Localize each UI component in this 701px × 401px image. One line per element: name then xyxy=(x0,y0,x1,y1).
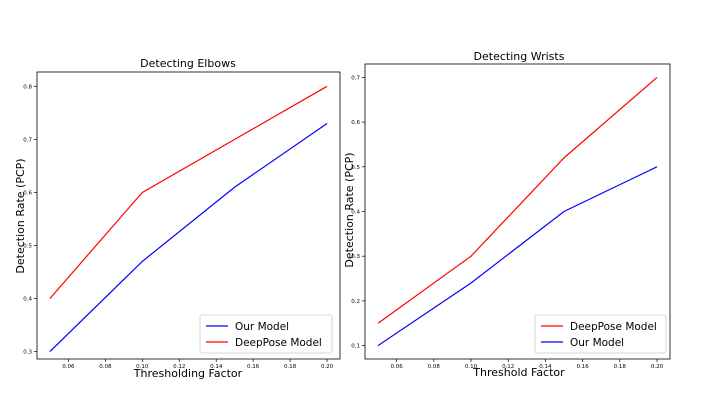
wrists-x-axis-label: Threshold Factor xyxy=(472,366,565,379)
wrists-y-tick-label: 0.4 xyxy=(351,210,360,216)
elbows-x-tick-label: 0.08 xyxy=(99,364,112,370)
wrists-x-tick-label: 0.12 xyxy=(502,364,514,370)
elbows-x-tick-label: 0.10 xyxy=(136,364,149,370)
wrists-y-tick-label: 0.7 xyxy=(351,75,360,81)
elbows-y-tick-label: 0.5 xyxy=(23,243,32,249)
wrists-x-tick-label: 0.18 xyxy=(614,364,627,370)
elbows-chart: Detecting Elbows Thresholding Factor Det… xyxy=(14,57,341,380)
wrists-y-tick-label: 0.6 xyxy=(351,120,360,126)
elbows-legend-box xyxy=(199,314,333,354)
elbows-axes-frame xyxy=(36,71,341,360)
wrists-y-tick-label: 0.2 xyxy=(351,299,360,305)
elbows-x-axis-label: Thresholding Factor xyxy=(133,367,243,380)
wrists-x-tick-label: 0.06 xyxy=(390,364,403,370)
wrists-y-tick-label: 0.5 xyxy=(351,165,360,171)
wrists-x-tick-label: 0.20 xyxy=(651,364,664,370)
elbows-legend-label-our-model: Our Model xyxy=(235,321,289,333)
wrists-y-axis-label: Detection Rate (PCP) xyxy=(343,152,356,267)
wrists-x-tick-label: 0.16 xyxy=(576,364,589,370)
elbows-y-tick-label: 0.4 xyxy=(23,297,32,303)
elbows-legend-label-deeppose-model: DeepPose Model xyxy=(235,337,322,349)
elbows-x-tick-label: 0.14 xyxy=(210,364,223,370)
wrists-chart-title: Detecting Wrists xyxy=(474,50,565,63)
elbows-x-tick-label: 0.16 xyxy=(247,364,260,370)
wrists-plot-area: 0.06 0.08 0.10 0.12 0.14 0.16 0.18 0.20 0.1 0.2 0.… xyxy=(351,63,671,370)
elbows-x-tick-label: 0.12 xyxy=(173,364,185,370)
wrists-y-tick-label: 0.1 xyxy=(351,344,360,350)
elbows-plot-area: 0.06 0.08 0.10 0.12 0.14 0.16 0.18 0.20 0.3 0.4 0.… xyxy=(23,71,341,370)
elbows-x-tick-label: 0.06 xyxy=(62,364,75,370)
elbows-y-axis-label: Detection Rate (PCP) xyxy=(14,158,27,273)
elbows-y-tick-label: 0.7 xyxy=(23,137,32,143)
elbows-x-tick-label: 0.18 xyxy=(284,364,297,370)
elbows-x-tick-label: 0.20 xyxy=(321,364,334,370)
wrists-legend: DeepPose Model Our Model xyxy=(534,314,667,354)
elbows-legend: Our Model DeepPose Model xyxy=(199,314,333,354)
wrists-legend-box xyxy=(534,314,667,354)
wrists-legend-label-our-model: Our Model xyxy=(570,337,624,349)
elbows-series-our-model xyxy=(49,122,328,352)
wrists-series-our-model xyxy=(377,166,658,347)
wrists-legend-label-deeppose-model: DeepPose Model xyxy=(570,321,657,333)
wrists-chart: Detecting Wrists Threshold Factor Detect… xyxy=(343,50,671,379)
elbows-chart-title: Detecting Elbows xyxy=(140,57,236,70)
wrists-x-tick-label: 0.10 xyxy=(465,364,478,370)
elbows-series-deeppose-model xyxy=(49,85,328,299)
wrists-x-tick-label: 0.08 xyxy=(428,364,441,370)
wrists-x-tick-label: 0.14 xyxy=(539,364,552,370)
elbows-y-tick-label: 0.3 xyxy=(23,350,32,356)
elbows-y-tick-label: 0.8 xyxy=(23,84,32,90)
elbows-y-tick-label: 0.6 xyxy=(23,190,32,196)
wrists-series-deeppose-model xyxy=(377,76,658,324)
wrists-y-tick-label: 0.3 xyxy=(351,254,360,260)
